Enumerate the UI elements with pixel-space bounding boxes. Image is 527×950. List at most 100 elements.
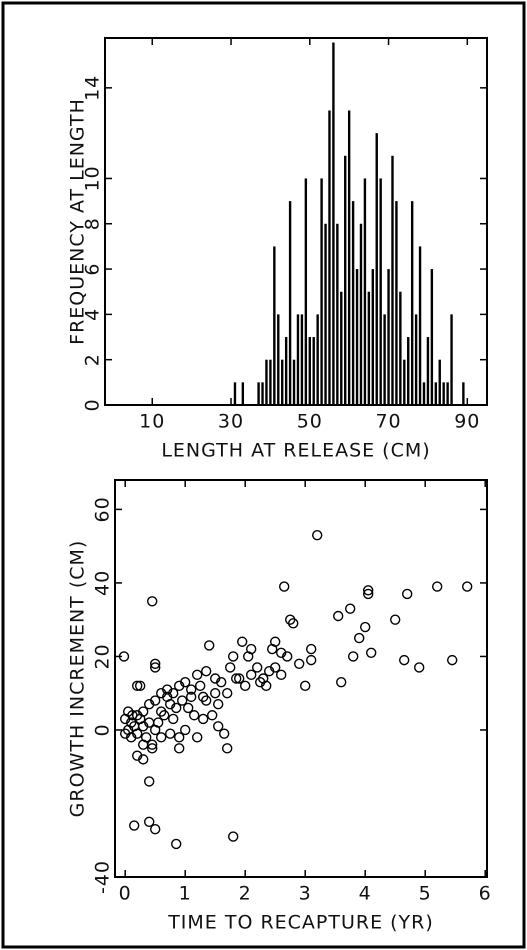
point [279,581,290,592]
point [276,669,287,681]
point [155,732,167,743]
point [345,603,356,614]
x-tick-label: 1 [179,883,192,905]
bar [371,269,374,405]
point [146,743,158,754]
point [137,706,149,717]
bar [292,359,296,405]
bar [414,314,418,405]
x-tick-label: 0 [119,883,132,905]
point [179,724,191,736]
bar [347,110,351,405]
point [167,688,179,699]
x-tick-label: 70 [375,411,401,433]
x-tick-label: 90 [454,411,480,433]
point [306,643,317,655]
point [212,699,224,710]
bar [387,269,390,405]
bar [359,223,363,405]
point [170,838,182,850]
bar [344,155,347,405]
point [149,695,161,706]
bar [462,382,465,405]
x-tick-label: 30 [218,411,244,433]
point [131,728,143,739]
bar [351,201,355,405]
point [221,688,233,699]
point [306,654,317,666]
point [285,614,296,625]
axes-frame [104,37,488,406]
x-axis-label: TIME TO RECAPTURE (YR) [167,912,434,934]
y-axis-label: FREQUENCY AT LENGTH [67,98,89,345]
point [390,614,401,625]
bar [340,291,343,405]
point [197,713,209,725]
point [137,739,149,750]
x-tick-label: 3 [299,883,312,905]
point [118,651,130,662]
bar [450,314,453,405]
point [191,732,203,743]
bar [257,382,260,405]
bar [395,201,398,405]
point [242,651,254,662]
point [158,710,170,721]
point [227,831,239,842]
point [282,651,293,662]
bar [281,359,284,405]
x-tick-label: 6 [479,883,492,905]
x-tick-label: 4 [359,883,372,905]
point [212,721,224,732]
point [149,824,161,835]
point [149,662,161,673]
point [182,702,194,714]
bar [367,291,371,405]
bar [241,382,245,405]
point [354,632,365,644]
y-tick-label: 6 [82,263,104,276]
x-axis-label: LENGTH AT RELEASE (CM) [161,440,430,462]
point [185,684,197,695]
bar [328,110,331,405]
point [173,743,185,754]
bar [442,382,445,405]
point [233,673,245,684]
bar [379,178,382,405]
bar [296,314,300,405]
point [294,658,305,669]
point [134,680,146,692]
y-tick-label: -40 [92,860,114,894]
bar [288,201,292,405]
bar [418,246,422,405]
bar [261,382,264,405]
x-tick-label: 10 [139,411,165,433]
axes-frame [114,479,488,878]
point [348,651,359,662]
point [230,673,242,684]
y-tick-label: 10 [82,165,104,191]
bar [316,314,319,405]
point [146,596,158,607]
point [236,636,248,647]
point [447,654,458,666]
point [137,754,149,765]
point [167,713,179,725]
y-tick-label: 0 [92,723,114,736]
point [218,728,230,739]
bar [277,314,280,405]
y-tick-label: 14 [82,75,104,101]
point [173,732,185,743]
point [224,662,236,673]
x-tick-label: 5 [419,883,432,905]
point [462,581,473,592]
point [252,662,263,673]
x-tick-label: 2 [239,883,252,905]
point [164,728,176,739]
point [258,673,269,684]
point [209,688,221,699]
bar [399,291,402,405]
point [402,588,413,600]
bar [383,314,386,405]
